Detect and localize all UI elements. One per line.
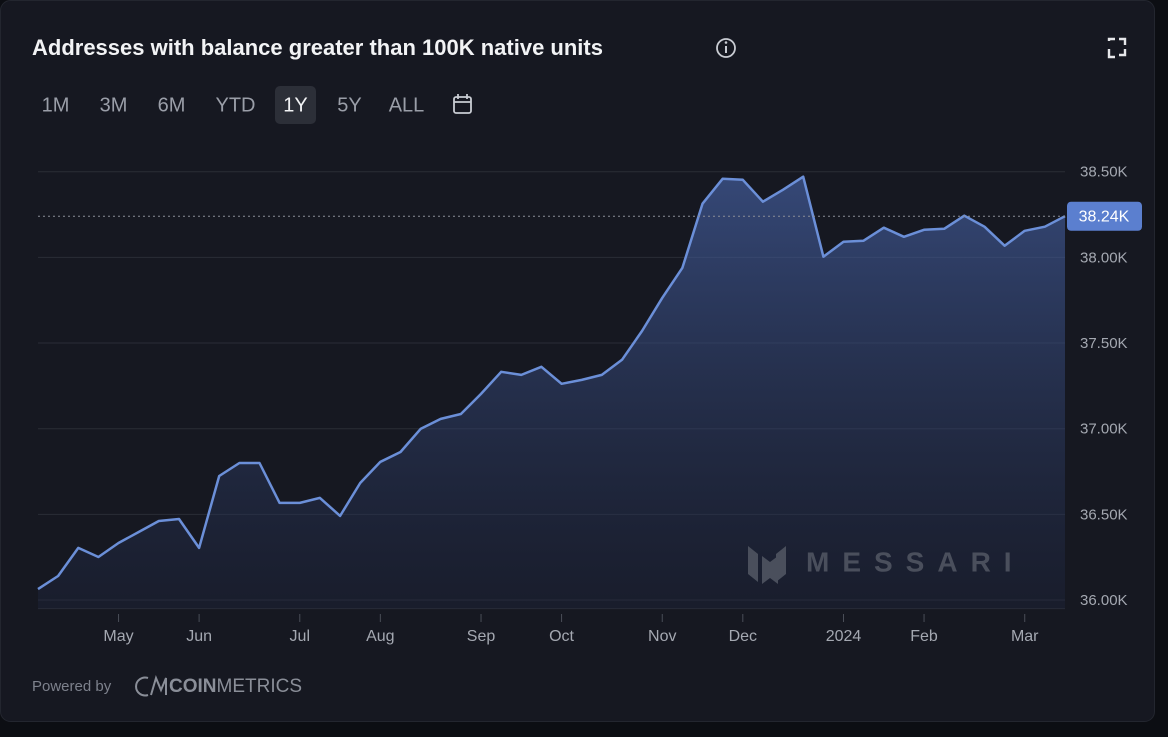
calendar-icon[interactable] xyxy=(453,94,472,114)
x-tick-label: Dec xyxy=(729,628,757,645)
range-button[interactable]: 6M xyxy=(158,94,186,116)
brand: COINMETRICS xyxy=(169,676,302,697)
range-button[interactable]: 5Y xyxy=(337,94,361,116)
x-tick-label: Feb xyxy=(910,628,938,645)
y-tick-label: 38.50K xyxy=(1080,164,1128,181)
brand-bold: COIN xyxy=(169,676,217,697)
x-tick-label: Oct xyxy=(549,628,574,645)
line xyxy=(37,175,1066,591)
y-tick-label: 37.50K xyxy=(1080,335,1128,352)
range-button[interactable]: ALL xyxy=(389,94,425,116)
info-icon[interactable] xyxy=(716,38,736,58)
watermark-text: MESSARI xyxy=(806,546,1025,577)
area xyxy=(38,176,1065,609)
y-tick-label: 38.00K xyxy=(1080,249,1128,266)
x-tick-label: Nov xyxy=(648,628,676,645)
value-label-bg xyxy=(1067,201,1142,231)
powered-by: Powered by xyxy=(32,678,112,695)
value-label: 38.24K xyxy=(1079,208,1130,225)
coinmetrics-logo[interactable]: COINMETRICS xyxy=(135,675,302,697)
x-tick-label: Mar xyxy=(1011,628,1039,645)
range-button[interactable]: 1M xyxy=(42,94,70,116)
fullscreen-icon[interactable] xyxy=(1107,37,1127,59)
y-tick-label: 37.00K xyxy=(1080,421,1128,438)
y-tick-label: 36.50K xyxy=(1080,506,1128,523)
x-tick-label: Jun xyxy=(186,628,212,645)
range-button[interactable]: 1Y xyxy=(283,94,307,116)
x-tick-label: 2024 xyxy=(826,628,862,645)
x-tick-label: Sep xyxy=(467,628,496,645)
range-button[interactable]: 3M xyxy=(100,94,128,116)
x-tick-label: May xyxy=(103,628,133,645)
chart-title: Addresses with balance greater than 100K… xyxy=(32,35,603,60)
watermark: MESSARI xyxy=(748,546,1025,584)
x-tick-label: Aug xyxy=(366,628,394,645)
range-selected-bg xyxy=(275,86,316,124)
y-tick-label: 36.00K xyxy=(1080,592,1128,609)
x-tick-label: Jul xyxy=(290,628,310,645)
brand-light: METRICS xyxy=(217,676,303,697)
range-button[interactable]: YTD xyxy=(216,94,256,116)
